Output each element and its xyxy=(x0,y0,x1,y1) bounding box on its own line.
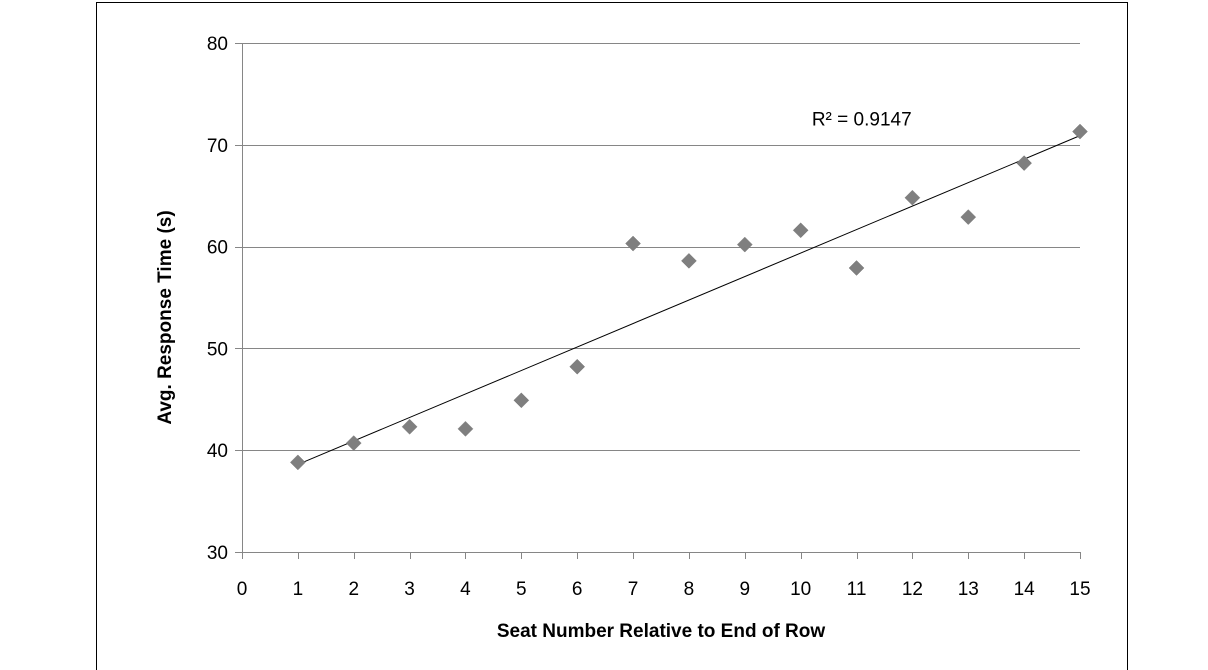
x-tick-label-3: 3 xyxy=(404,579,415,600)
data-point-4 xyxy=(457,420,474,437)
y-tick-label-50: 50 xyxy=(207,339,228,360)
x-tick-label-14: 14 xyxy=(1014,579,1036,600)
data-point-7 xyxy=(625,235,641,252)
y-tick-label-30: 30 xyxy=(207,543,228,564)
page-frame xyxy=(96,2,1128,670)
data-point-14 xyxy=(1016,155,1032,171)
x-tick-label-10: 10 xyxy=(790,579,811,600)
data-points xyxy=(290,123,1088,471)
x-tick-label-13: 13 xyxy=(958,579,979,600)
x-tick-label-15: 15 xyxy=(1069,579,1090,600)
trendline xyxy=(297,135,1081,465)
x-tick-label-6: 6 xyxy=(572,579,583,600)
x-axis-title: Seat Number Relative to End of Row xyxy=(497,621,826,642)
x-tick-label-4: 4 xyxy=(460,579,471,600)
x-tick-label-12: 12 xyxy=(902,579,923,600)
x-tick-label-1: 1 xyxy=(293,579,304,600)
trendline-group xyxy=(297,135,1081,465)
x-tick-label-8: 8 xyxy=(684,579,695,600)
data-point-9 xyxy=(736,236,753,253)
data-point-6 xyxy=(569,358,586,375)
data-point-3 xyxy=(401,418,418,435)
data-point-15 xyxy=(1072,123,1088,140)
y-axis-title: Avg. Response Time (s) xyxy=(155,210,176,424)
data-point-1 xyxy=(290,454,306,471)
y-tick-label-60: 60 xyxy=(207,238,228,259)
data-point-13 xyxy=(960,209,977,225)
x-tick-label-2: 2 xyxy=(348,579,359,600)
y-tick-label-80: 80 xyxy=(207,34,228,55)
x-tick-label-0: 0 xyxy=(237,579,248,600)
data-point-12 xyxy=(904,189,921,206)
data-point-2 xyxy=(345,435,362,451)
data-point-11 xyxy=(848,260,865,276)
axes xyxy=(235,43,1081,559)
y-tick-label-70: 70 xyxy=(207,136,228,157)
data-point-10 xyxy=(792,222,809,239)
data-point-8 xyxy=(681,252,697,269)
y-tick-label-40: 40 xyxy=(207,441,228,462)
x-tick-label-11: 11 xyxy=(847,579,867,600)
x-tick-label-5: 5 xyxy=(516,579,527,600)
data-point-5 xyxy=(513,392,530,409)
gridlines xyxy=(242,43,1080,451)
x-tick-label-7: 7 xyxy=(628,579,639,600)
x-tick-label-9: 9 xyxy=(740,579,751,600)
r-squared-annotation: R² = 0.9147 xyxy=(812,109,912,130)
